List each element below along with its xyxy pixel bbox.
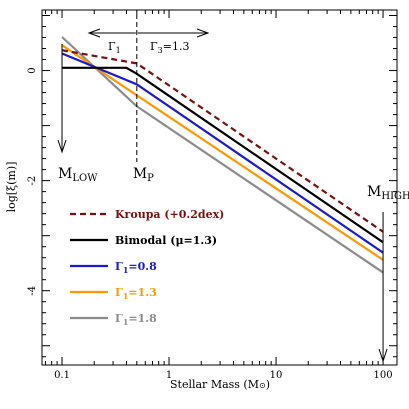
y-axis-label: log[ξ(m)] bbox=[5, 162, 18, 213]
legend-sub-2: 1 bbox=[123, 265, 129, 275]
series-line-1 bbox=[62, 66, 384, 244]
m-low-sub: LOW bbox=[72, 173, 98, 184]
gamma1-sub: 1 bbox=[116, 46, 121, 55]
m-low-main: M bbox=[58, 166, 72, 182]
plot-frame bbox=[41, 9, 398, 366]
legend-label-3: Γ1=1.3 bbox=[115, 286, 157, 301]
series-line-3 bbox=[61, 44, 384, 261]
gamma3-sub: 3 bbox=[158, 46, 163, 55]
legend-sub-4: 1 bbox=[123, 317, 129, 327]
legend-label-1: Bimodal (μ=1.3) bbox=[115, 234, 217, 247]
series-line-2 bbox=[61, 52, 384, 254]
gamma1-arrowhead bbox=[87, 28, 101, 38]
legend-label-2: Γ1=0.8 bbox=[115, 260, 157, 275]
legend: Kroupa (+0.2dex)Bimodal (μ=1.3)Γ1=0.8Γ1=… bbox=[70, 208, 224, 327]
legend-main-4: Γ bbox=[115, 312, 123, 325]
legend-suffix-4: =1.8 bbox=[128, 312, 157, 325]
legend-main-3: Γ bbox=[115, 286, 123, 299]
m-high-arrowhead bbox=[378, 348, 388, 363]
gamma3-suffix: =1.3 bbox=[163, 40, 190, 53]
legend-main-2: Γ bbox=[115, 260, 123, 273]
y-tick-label: 0 bbox=[27, 67, 38, 73]
y-tick-label: -4 bbox=[27, 286, 38, 296]
m-low-label: MLOW bbox=[58, 166, 98, 184]
gamma1-label: Γ1 bbox=[108, 40, 121, 55]
legend-suffix-2: =0.8 bbox=[128, 260, 157, 273]
x-axis-label: Stellar Mass (M⊙) bbox=[170, 378, 270, 391]
m-high-main: M bbox=[367, 184, 381, 200]
legend-label-0: Kroupa (+0.2dex) bbox=[115, 208, 224, 221]
x-tick-label: 100 bbox=[374, 370, 393, 381]
m-high-sub: HIGH bbox=[381, 191, 409, 202]
m-high-label: MHIGH bbox=[367, 184, 409, 202]
legend-suffix-3: =1.3 bbox=[128, 286, 156, 299]
gamma3-main: Γ bbox=[150, 40, 158, 53]
legend-label-4: Γ1=1.8 bbox=[115, 312, 157, 327]
x-tick-label: 1 bbox=[166, 370, 172, 381]
x-tick-label: 10 bbox=[270, 370, 283, 381]
m-low-arrowhead bbox=[57, 139, 67, 154]
y-tick-label: -2 bbox=[27, 176, 38, 186]
legend-sub-3: 1 bbox=[123, 291, 129, 301]
series-layer bbox=[61, 36, 384, 274]
gamma1-main: Γ bbox=[108, 40, 116, 53]
m-p-main: M bbox=[133, 166, 147, 182]
gamma3-arrowhead bbox=[196, 28, 210, 38]
x-tick-label: 0.1 bbox=[54, 370, 70, 381]
axis-ticks: 0.1 1 10 100 0 -2 -4 bbox=[27, 10, 397, 381]
gamma3-label: Γ3=1.3 bbox=[150, 40, 189, 55]
m-p-label: MP bbox=[133, 166, 154, 184]
m-p-sub: P bbox=[147, 173, 154, 184]
